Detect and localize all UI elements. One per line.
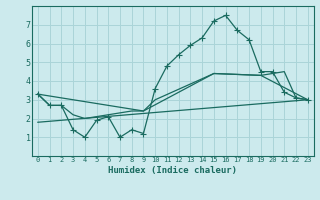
- X-axis label: Humidex (Indice chaleur): Humidex (Indice chaleur): [108, 166, 237, 175]
